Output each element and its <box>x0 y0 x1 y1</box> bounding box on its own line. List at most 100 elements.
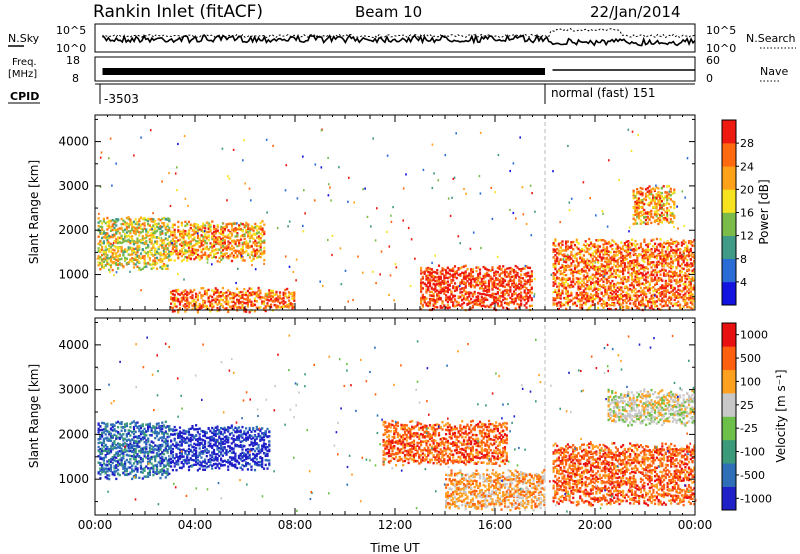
echo-cell <box>691 297 694 300</box>
echo-cell <box>568 300 571 303</box>
echo-cell <box>620 270 623 273</box>
echo-cell <box>568 298 571 302</box>
echo-cell <box>196 230 200 233</box>
echo-cell <box>434 271 437 274</box>
echo-cell <box>602 286 605 289</box>
echo-cell <box>143 256 146 259</box>
echo-cell <box>239 235 243 238</box>
echo-cell <box>600 263 603 266</box>
echo-cell <box>232 249 235 252</box>
echo-cell <box>625 285 628 288</box>
echo-cell <box>643 268 646 271</box>
echo-cell <box>202 240 205 243</box>
echo-cell <box>117 246 120 249</box>
echo-cell <box>632 197 635 200</box>
echo-cell <box>664 210 667 213</box>
echo-cell <box>189 249 192 253</box>
echo-cell <box>211 244 214 248</box>
echo-cell <box>211 246 214 249</box>
echo-cell <box>561 272 564 275</box>
echo-cell <box>220 290 223 294</box>
echo-cell <box>657 263 660 266</box>
echo-cell <box>482 277 485 280</box>
echo-cell <box>252 237 255 240</box>
echo-cell <box>582 269 585 273</box>
echo-cell <box>213 245 216 248</box>
echo-cell <box>666 282 669 285</box>
echo-cell <box>671 289 674 292</box>
echo-cell <box>180 296 183 300</box>
echo-cell <box>662 208 665 211</box>
echo-cell <box>213 253 216 256</box>
echo-cell <box>566 258 569 261</box>
echo-cell <box>102 232 105 235</box>
echo-cell <box>581 306 584 309</box>
echo-cell <box>652 296 655 300</box>
echo-cell <box>573 253 577 257</box>
echo-cell <box>509 270 512 273</box>
echo-cell <box>659 294 662 298</box>
echo-cell <box>437 282 441 285</box>
echo-cell <box>689 265 692 268</box>
echo-cell <box>609 260 612 263</box>
echo-cell <box>556 251 559 255</box>
echo-cell <box>595 248 598 252</box>
echo-cell <box>113 252 116 255</box>
echo-cell <box>680 266 683 270</box>
echo-cell <box>556 296 559 300</box>
echo-cell <box>234 235 237 238</box>
echo-cell <box>284 294 287 297</box>
echo-cell <box>470 278 473 282</box>
echo-cell <box>191 238 194 241</box>
echo-cell <box>247 242 250 245</box>
echo-cell <box>646 271 650 274</box>
echo-cell <box>607 265 610 268</box>
echo-cell <box>630 238 634 241</box>
echo-cell <box>604 260 607 263</box>
echo-cell <box>636 298 639 302</box>
echo-cell <box>611 247 614 251</box>
echo-cell <box>666 191 669 194</box>
echo-cell <box>145 240 148 243</box>
echo-cell <box>645 298 648 302</box>
echo-cell <box>613 269 616 272</box>
echo-cell <box>530 275 533 278</box>
echo-cell <box>491 281 494 284</box>
echo-cell <box>203 300 207 303</box>
echo-cell <box>660 206 663 209</box>
echo-cell <box>518 298 521 301</box>
echo-cell <box>129 239 132 243</box>
echo-cell <box>675 296 678 299</box>
echo-cell <box>627 128 630 131</box>
echo-cell <box>680 277 683 280</box>
echo-cell <box>464 270 467 273</box>
echo-cell <box>452 286 455 290</box>
echo-cell <box>491 288 494 291</box>
echo-cell <box>430 268 433 271</box>
echo-cell <box>514 307 517 310</box>
echo-cell <box>586 287 589 290</box>
echo-cell <box>677 288 680 291</box>
echo-cell <box>432 307 435 311</box>
echo-cell <box>646 222 649 225</box>
echo-cell <box>237 305 241 309</box>
echo-cell <box>632 294 635 297</box>
echo-cell <box>597 302 600 305</box>
echo-cell <box>636 197 639 200</box>
echo-cell <box>568 294 571 297</box>
echo-cell <box>616 258 619 262</box>
echo-cell <box>455 304 458 307</box>
echo-cell <box>147 254 150 258</box>
echo-cell <box>162 252 166 256</box>
power-heatmap <box>96 115 696 314</box>
echo-cell <box>478 298 482 302</box>
echo-cell <box>187 246 191 249</box>
echo-cell <box>559 249 562 253</box>
echo-cell <box>450 293 453 296</box>
echo-cell <box>593 288 596 291</box>
echo-cell <box>97 224 100 228</box>
echo-cell <box>661 284 664 287</box>
echo-cell <box>448 276 451 279</box>
echo-cell <box>566 277 569 280</box>
echo-cell <box>655 304 658 308</box>
